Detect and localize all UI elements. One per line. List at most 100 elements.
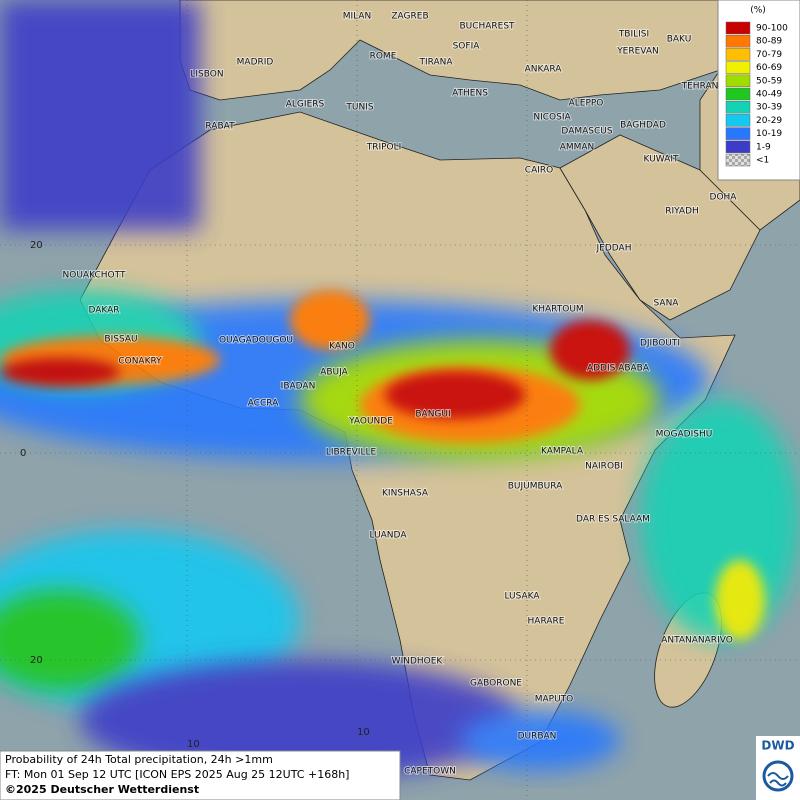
- city-label: KINSHASA: [382, 489, 429, 499]
- city-label: NOUAKCHOTT: [63, 271, 126, 281]
- city-label: YAOUNDE: [348, 417, 393, 427]
- city-label: YEREVAN: [616, 47, 659, 57]
- city-label: ANKARA: [525, 65, 563, 75]
- legend-swatch: [725, 100, 751, 114]
- grid-label: 0: [20, 448, 26, 459]
- city-label: MAPUTO: [535, 695, 574, 705]
- city-label: LUANDA: [370, 531, 408, 541]
- city-label: DJIBOUTI: [640, 339, 680, 349]
- city-label: TRIPOLI: [366, 143, 402, 153]
- city-label: IBADAN: [281, 382, 316, 392]
- city-label: TBILISI: [618, 30, 649, 40]
- city-label: ABUJA: [320, 368, 348, 378]
- legend-label: 50-59: [756, 76, 782, 86]
- city-label: LIBREVILLE: [326, 448, 377, 458]
- city-label: CAIRO: [525, 166, 553, 176]
- city-label: SANA: [654, 299, 680, 309]
- city-label: RIYADH: [665, 207, 699, 217]
- precipitation: [0, 0, 800, 780]
- legend-label: 70-79: [756, 50, 782, 60]
- legend-swatch: [725, 127, 751, 140]
- city-label: TEHRAN: [681, 82, 719, 92]
- city-label: BANGUI: [415, 410, 450, 420]
- city-label: ACCRA: [248, 399, 279, 409]
- legend: (%) 90-100 80-89 70-79 60-69 50-59 40-49 30-39…: [717, 0, 800, 181]
- city-label: BAGHDAD: [620, 121, 666, 131]
- legend-label: 40-49: [756, 90, 782, 100]
- city-label: SOFIA: [453, 42, 481, 52]
- logo-mark: [762, 760, 794, 792]
- city-label: TUNIS: [345, 103, 373, 113]
- city-label: MADRID: [237, 58, 274, 68]
- city-label: BAKU: [667, 35, 692, 45]
- city-label: TIRANA: [418, 58, 453, 68]
- city-label: AMMAN: [560, 143, 595, 153]
- city-label: NICOSIA: [533, 113, 571, 123]
- city-label: CAPETOWN: [404, 767, 456, 777]
- legend-label: 20-29: [756, 116, 782, 126]
- legend-swatch: [725, 48, 751, 61]
- city-labels: MILAN ZAGREB BUCHAREST TBILISI BAKU MADRID ROM…: [62, 11, 739, 778]
- city-label: BUCHAREST: [459, 22, 515, 32]
- city-label: OUAGADOUGOU: [219, 336, 293, 346]
- city-label: NAIROBI: [585, 462, 623, 472]
- legend-swatch: [725, 153, 751, 167]
- city-label: ADDIS ABABA: [587, 364, 650, 374]
- grid-labels: 20 0 20 10 10: [20, 240, 370, 750]
- legend-label: 30-39: [756, 103, 782, 113]
- city-label: ALGIERS: [286, 100, 325, 110]
- legend-swatch: [725, 34, 751, 48]
- legend-label: 1-9: [756, 142, 771, 152]
- logo-text: DWD: [761, 739, 794, 753]
- city-label: KHARTOUM: [532, 305, 583, 315]
- city-label: ANTANANARIVO: [661, 636, 733, 646]
- legend-label: 60-69: [756, 63, 782, 73]
- grid-label: 10: [187, 739, 200, 750]
- grid-label: 10: [357, 727, 370, 738]
- city-label: KAMPALA: [541, 447, 584, 457]
- caption-line: Probability of 24h Total precipitation, …: [5, 753, 273, 766]
- city-label: DAKAR: [88, 306, 119, 316]
- city-label: WINDHOEK: [392, 657, 444, 667]
- caption-box: [0, 750, 401, 800]
- city-label: ALEPPO: [569, 99, 604, 109]
- city-label: LISBON: [190, 70, 223, 80]
- legend-swatch: [725, 140, 751, 154]
- legend-label: 90-100: [756, 24, 788, 34]
- legend-title: (%): [750, 6, 766, 16]
- city-label: DAR ES SALAAM: [576, 515, 650, 525]
- legend-label: 10-19: [756, 129, 782, 139]
- city-label: DAMASCUS: [561, 127, 612, 137]
- grid-label: 20: [30, 240, 43, 251]
- grid-label: 20: [30, 655, 43, 666]
- city-label: DURBAN: [518, 732, 557, 742]
- copyright: ©2025 Deutscher Wetterdienst: [5, 783, 199, 796]
- city-label: HARARE: [528, 617, 565, 627]
- legend-label: 80-89: [756, 37, 782, 47]
- city-label: LUSAKA: [504, 592, 540, 602]
- city-label: MILAN: [343, 12, 372, 22]
- legend-swatch: [725, 61, 751, 74]
- logo-waves: [767, 772, 789, 787]
- city-label: KANO: [329, 342, 355, 352]
- legend-label: <1: [756, 156, 769, 166]
- city-label: ZAGREB: [391, 12, 428, 22]
- caption: Probability of 24h Total precipitation, …: [0, 750, 401, 800]
- city-label: ROME: [370, 52, 397, 62]
- legend-swatch: [725, 74, 751, 88]
- city-label: ATHENS: [452, 89, 488, 99]
- city-label: MOGADISHU: [656, 430, 713, 440]
- legend-rows: 90-100 80-89 70-79 60-69 50-59 40-49 30-39 20-2…: [725, 21, 788, 167]
- city-label: CONAKRY: [118, 357, 162, 367]
- city-label: KUWAIT: [644, 155, 679, 165]
- caption-line: FT: Mon 01 Sep 12 UTC [ICON EPS 2025 Aug…: [5, 768, 349, 781]
- legend-swatch: [725, 21, 751, 35]
- legend-swatch: [725, 114, 751, 127]
- city-label: BUJUMBURA: [508, 482, 563, 492]
- city-label: RABAT: [205, 122, 235, 132]
- city-label: DOHA: [710, 193, 738, 203]
- city-label: JEDDAH: [596, 244, 632, 254]
- logo: DWD: [756, 736, 800, 800]
